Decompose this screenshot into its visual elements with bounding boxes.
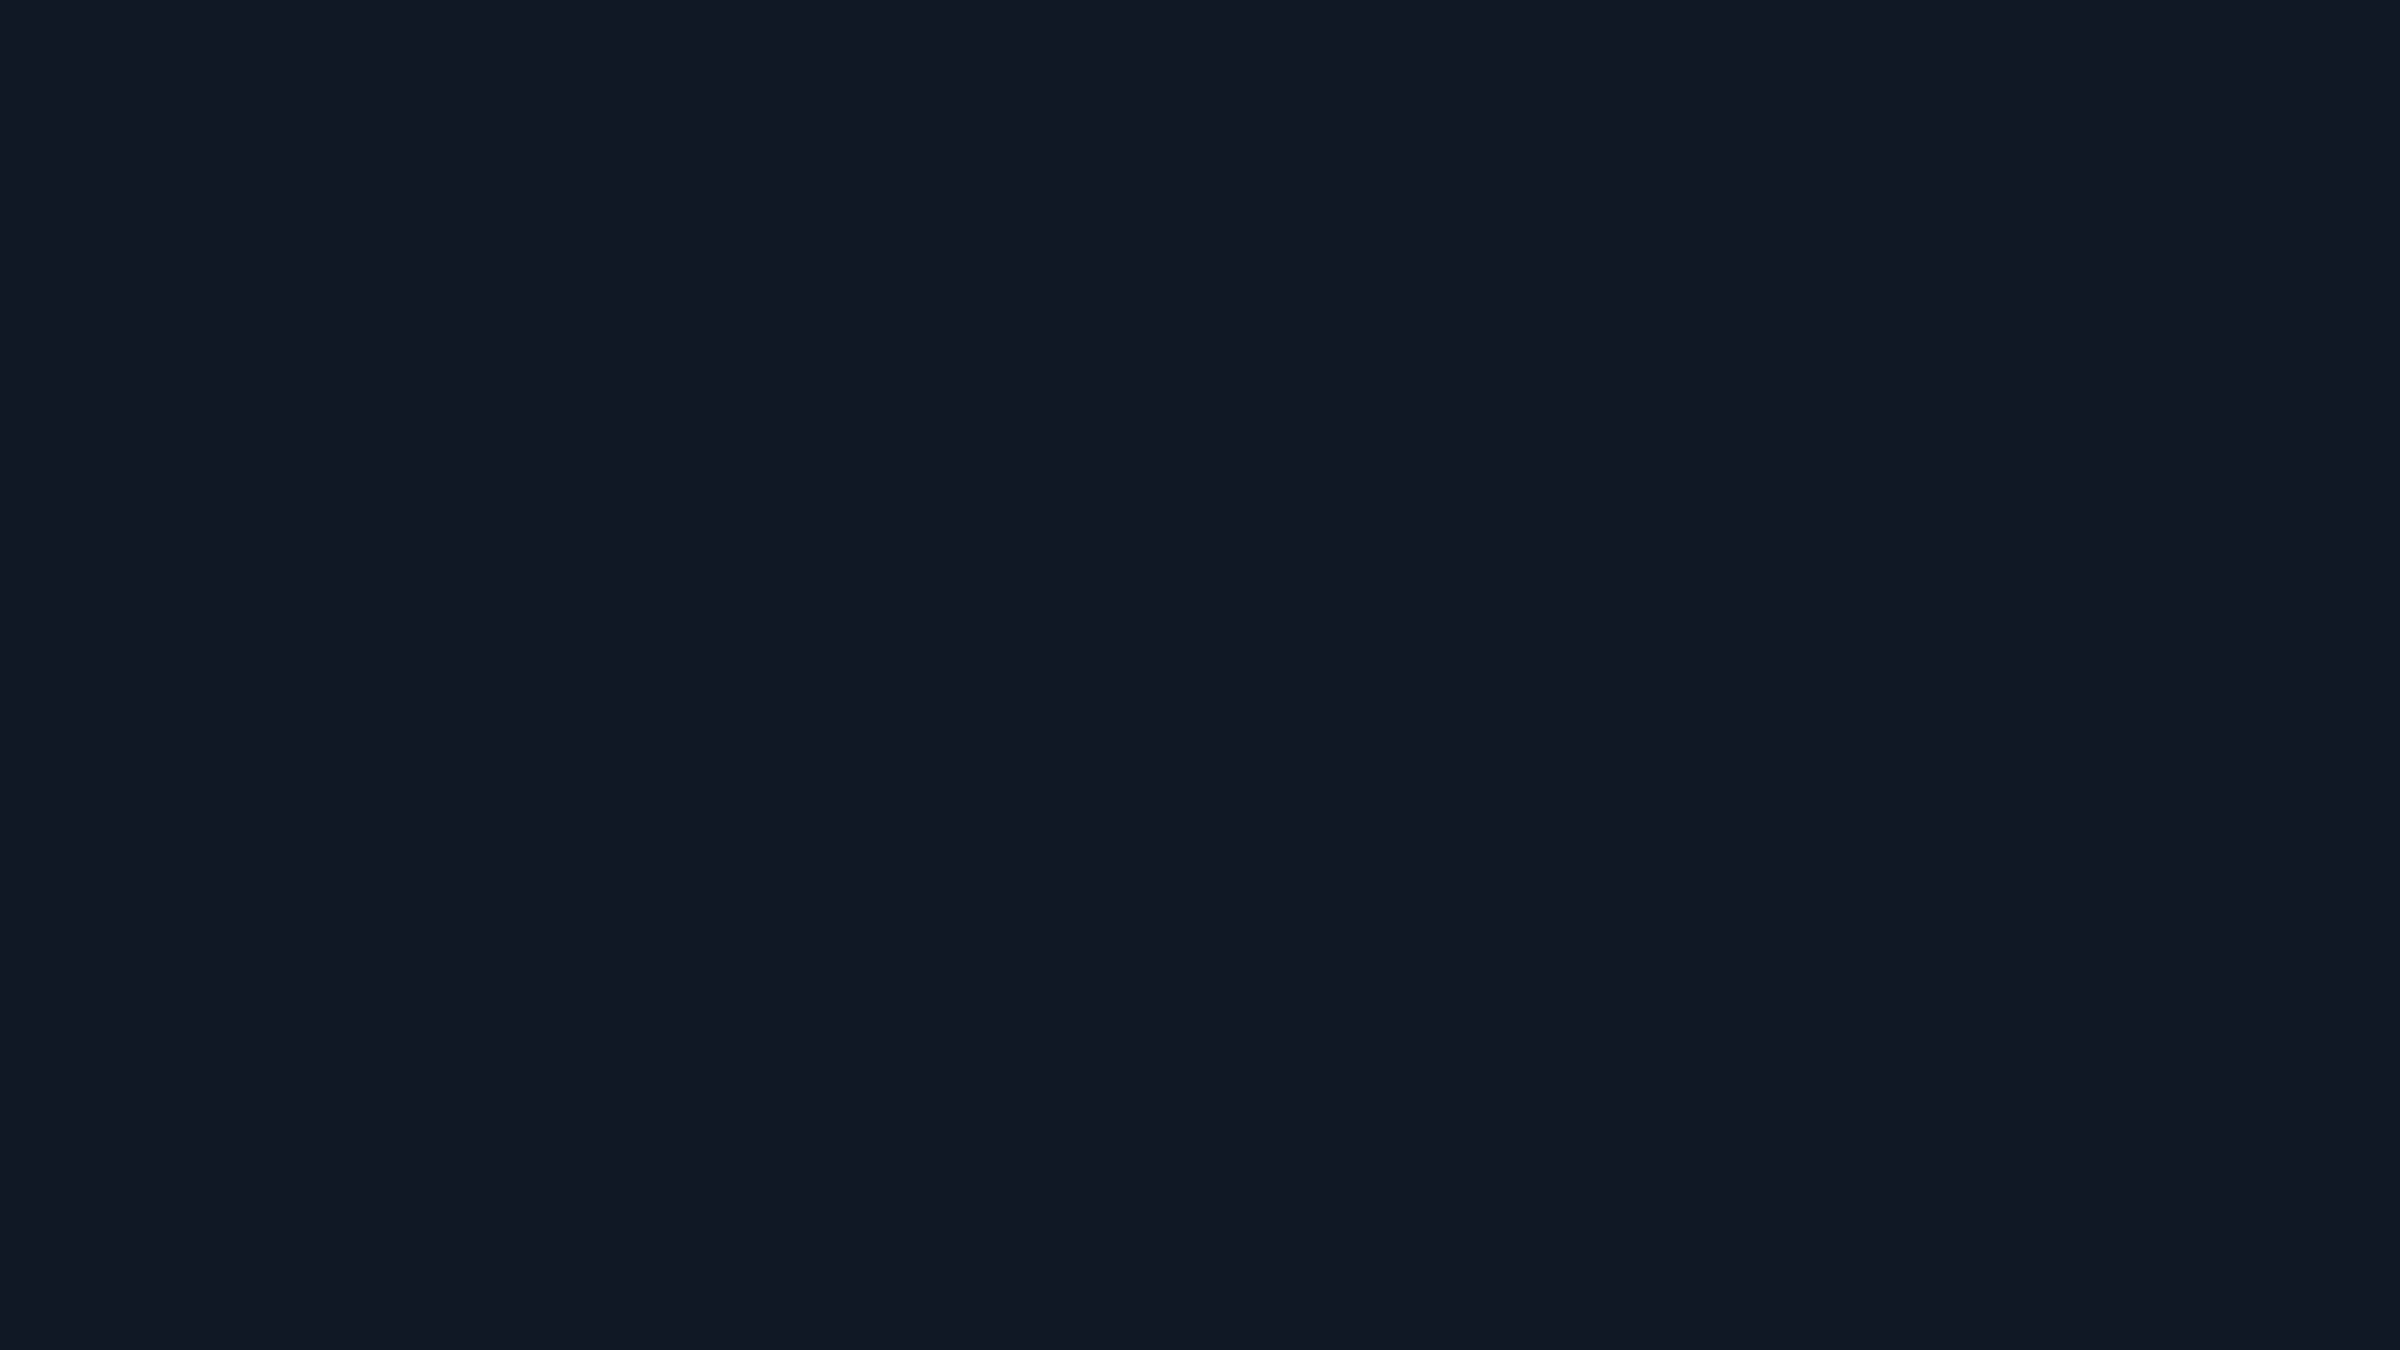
metals-dashboard xyxy=(0,0,2400,1350)
